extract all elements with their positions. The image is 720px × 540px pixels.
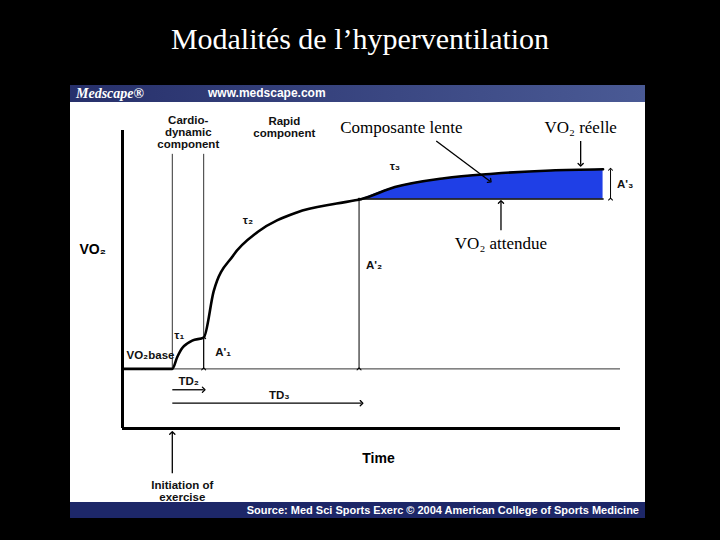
svg-text:TD₃: TD₃: [269, 389, 290, 401]
svg-text:A'₁: A'₁: [215, 346, 231, 358]
svg-text:Cardio-dynamiccomponent: Cardio-dynamiccomponent: [157, 114, 219, 150]
svg-text:τ₁: τ₁: [174, 328, 184, 340]
html-text:Medscape®: Medscape®: [76, 86, 144, 101]
svg-text:A'₂: A'₂: [366, 259, 382, 271]
svg-text:Initiation ofexercise: Initiation ofexercise: [151, 479, 213, 503]
html-text:Source: Med Sci Sports Exerc ©: Source: Med Sci Sports Exerc © 2004 Amer…: [246, 504, 639, 516]
svg-text:VO₂ attendue: VO₂ attendue: [455, 234, 547, 253]
svg-text:Time: Time: [362, 450, 395, 466]
svg-text:τ₂: τ₂: [243, 214, 253, 226]
svg-text:VO₂ réelle: VO₂ réelle: [544, 118, 616, 137]
html-text:www.medscape.com: www.medscape.com: [208, 86, 326, 100]
svg-text:τ₃: τ₃: [390, 160, 400, 172]
svg-text:Rapidcomponent: Rapidcomponent: [253, 115, 315, 139]
svg-text:TD₂: TD₂: [179, 375, 199, 387]
svg-text:VO₂base: VO₂base: [126, 349, 174, 361]
svg-text:VO₂: VO₂: [79, 241, 105, 257]
html-text:Modalités de l’hyperventilatio: Modalités de l’hyperventilation: [170, 22, 550, 55]
svg-text:Composante lente: Composante lente: [340, 118, 462, 137]
svg-text:A'₃: A'₃: [617, 178, 633, 190]
